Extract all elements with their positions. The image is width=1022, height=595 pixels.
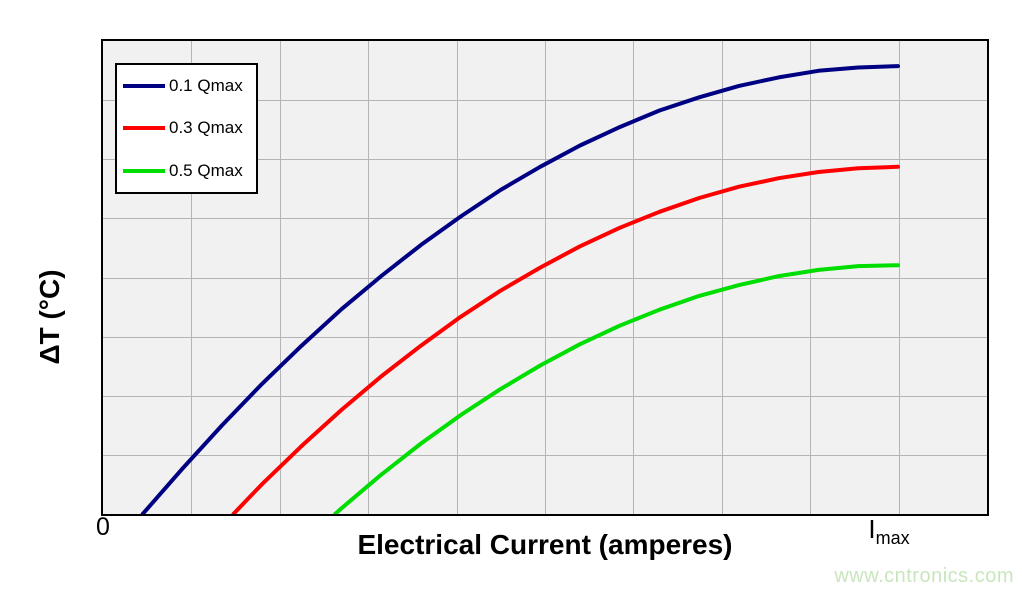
series-curve-0-3-qmax <box>231 164 900 514</box>
watermark-text: www.cntronics.com <box>834 565 1014 587</box>
legend-item-0-3-qmax: 0.3 Qmax <box>117 108 256 148</box>
legend-item-0-5-qmax: 0.5 Qmax <box>117 151 256 191</box>
series-curve-0-5-qmax <box>333 263 900 514</box>
x-tick-zero: 0 <box>96 513 110 541</box>
legend-label: 0.5 Qmax <box>169 160 243 180</box>
x-tick-imax: Imax <box>848 514 930 547</box>
x-tick-imax-sub: max <box>875 528 910 549</box>
legend-label: 0.3 Qmax <box>169 118 243 138</box>
legend-item-0-1-qmax: 0.1 Qmax <box>117 66 256 106</box>
legend-label: 0.1 Qmax <box>169 76 243 96</box>
legend-line-swatch-icon <box>123 168 165 173</box>
plot-area: 0.1 Qmax 0.3 Qmax 0.5 Qmax <box>101 39 989 516</box>
legend: 0.1 Qmax 0.3 Qmax 0.5 Qmax <box>115 63 258 194</box>
x-axis-label: Electrical Current (amperes) <box>357 529 733 560</box>
x-tick-imax-main: I <box>868 514 876 544</box>
legend-line-swatch-icon <box>123 84 165 89</box>
legend-line-swatch-icon <box>123 126 165 131</box>
y-axis-label: ΔT (°C) <box>34 269 65 365</box>
series-curve-0-1-qmax <box>140 64 900 514</box>
